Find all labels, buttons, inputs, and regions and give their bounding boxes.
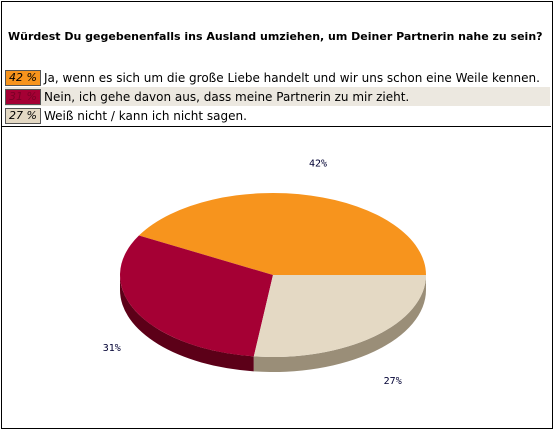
pie-label-no: 31% <box>103 343 121 354</box>
answer-row-unsure: 27 % Weiß nicht / kann ich nicht sagen. <box>5 106 550 125</box>
percent-badge-no: 31 % <box>5 88 41 105</box>
pie-label-yes: 42% <box>309 159 327 170</box>
answer-list: 42 % Ja, wenn es sich um die große Liebe… <box>5 68 550 125</box>
answer-row-no: 31 % Nein, ich gehe davon aus, dass mein… <box>5 87 550 106</box>
section-divider <box>1 126 551 127</box>
pie-slice-no <box>119 235 273 357</box>
pie-label-unsure: 27% <box>384 376 402 387</box>
poll-question: Würdest Du gegebenenfalls ins Ausland um… <box>8 30 543 43</box>
pie-slice-unsure <box>253 275 426 357</box>
pie-side-no <box>120 275 254 372</box>
answer-row-yes: 42 % Ja, wenn es sich um die große Liebe… <box>5 68 550 87</box>
answer-text-yes: Ja, wenn es sich um die große Liebe hand… <box>44 70 540 85</box>
answer-text-unsure: Weiß nicht / kann ich nicht sagen. <box>44 108 247 123</box>
pie-side-unsure <box>253 275 426 372</box>
percent-badge-unsure: 27 % <box>5 107 41 124</box>
percent-badge-yes: 42 % <box>5 69 41 86</box>
answer-text-no: Nein, ich gehe davon aus, dass meine Par… <box>44 89 410 104</box>
pie-chart: 42% 31% 27% <box>103 159 426 387</box>
pie-slice-yes <box>138 192 426 275</box>
